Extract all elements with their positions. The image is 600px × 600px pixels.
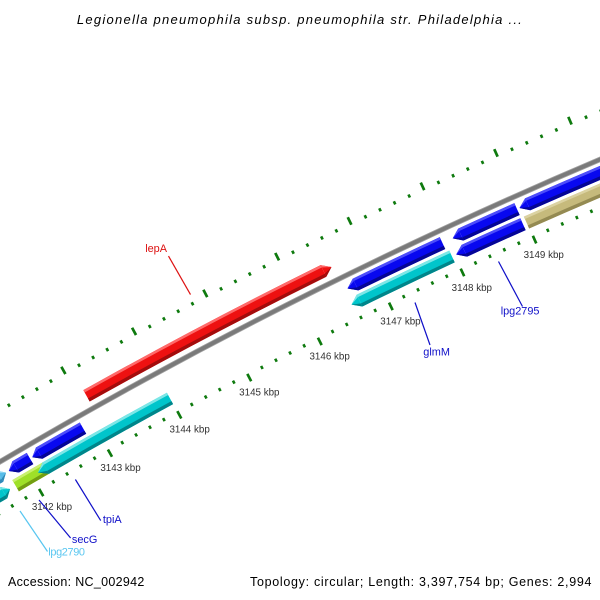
svg-text:3145 kbp: 3145 kbp <box>239 388 280 399</box>
svg-text:3147 kbp: 3147 kbp <box>380 317 421 328</box>
svg-text:3144 kbp: 3144 kbp <box>169 425 210 436</box>
svg-text:lpg2790: lpg2790 <box>48 547 85 559</box>
svg-text:Topology: circular; Length: 3,: Topology: circular; Length: 3,397,754 bp… <box>250 575 592 589</box>
svg-text:3142 kbp: 3142 kbp <box>32 502 73 513</box>
svg-text:lpg2795: lpg2795 <box>501 306 540 318</box>
svg-text:3143 kbp: 3143 kbp <box>100 463 141 474</box>
svg-text:glmM: glmM <box>423 347 450 359</box>
svg-text:tpiA: tpiA <box>103 514 123 526</box>
svg-text:Legionella pneumophila subsp.: Legionella pneumophila subsp. pneumophil… <box>77 12 523 27</box>
svg-text:lepA: lepA <box>145 243 168 255</box>
svg-text:3146 kbp: 3146 kbp <box>309 352 350 363</box>
svg-text:secG: secG <box>72 534 97 546</box>
svg-text:3148 kbp: 3148 kbp <box>452 283 493 294</box>
svg-text:3149 kbp: 3149 kbp <box>524 250 565 261</box>
svg-text:Accession: NC_002942: Accession: NC_002942 <box>8 575 145 589</box>
